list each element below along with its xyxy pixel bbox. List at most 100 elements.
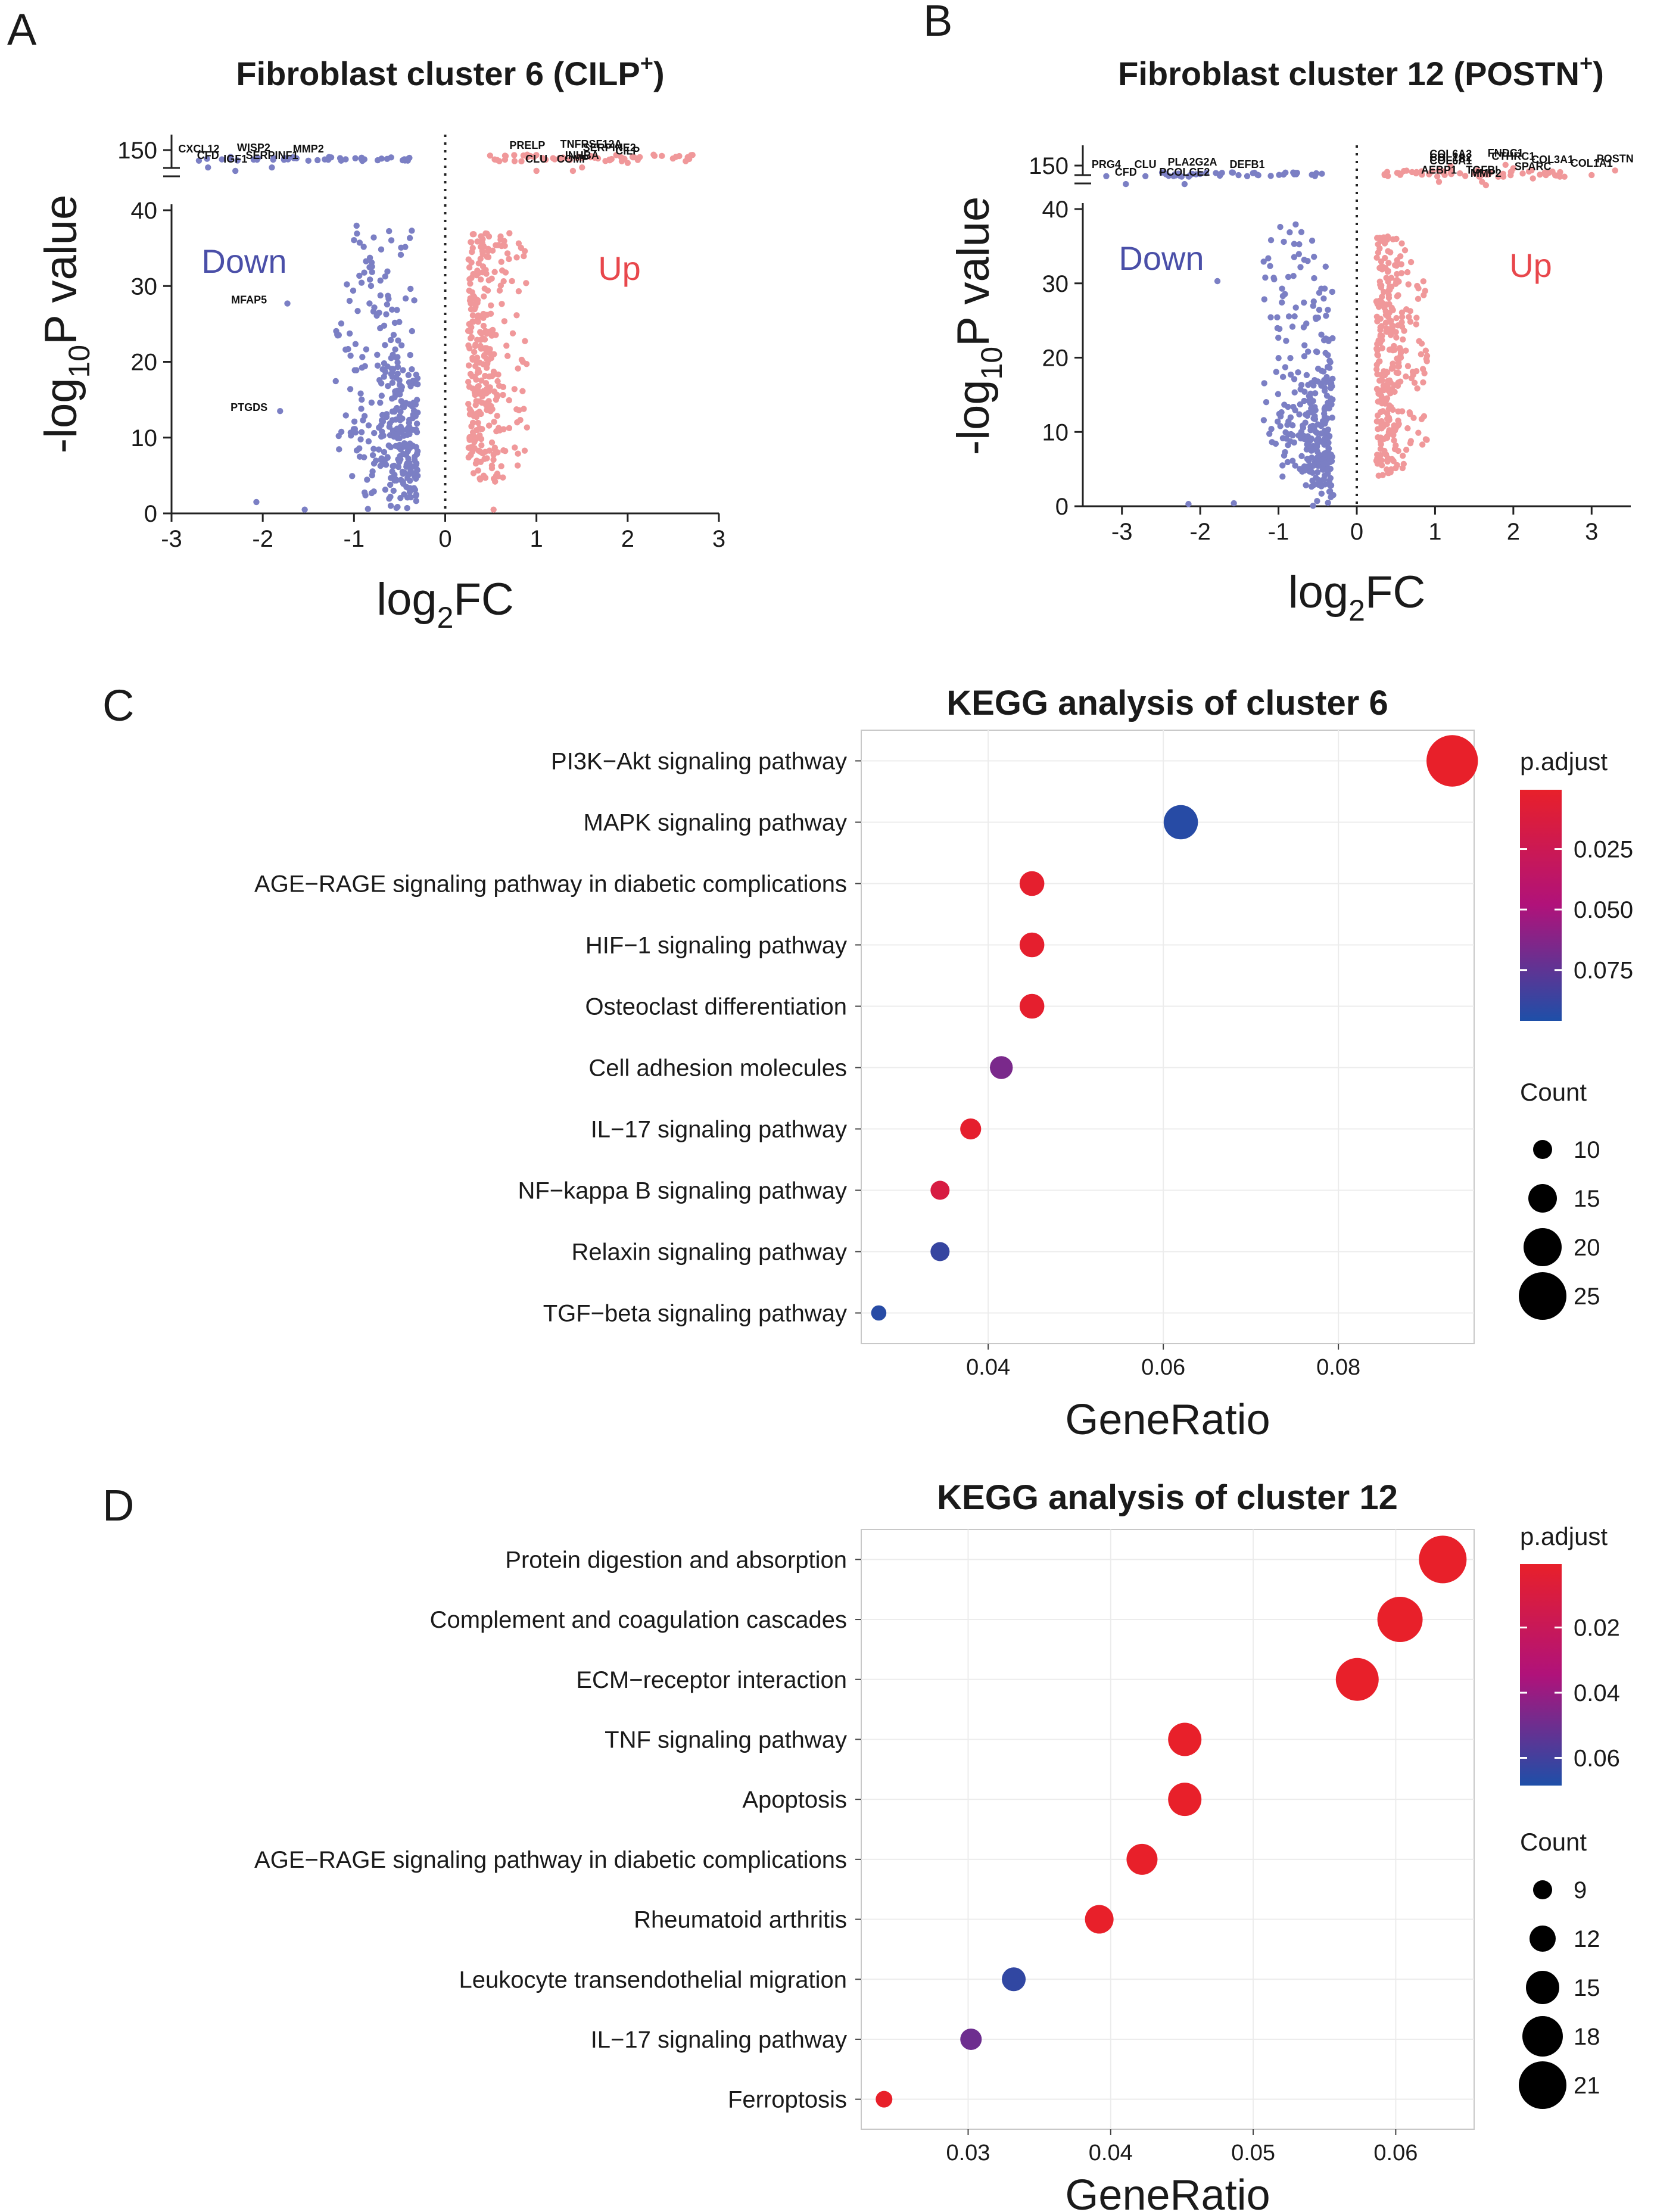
category-label: AGE−RAGE signaling pathway in diabetic c… (254, 871, 847, 898)
data-point (465, 400, 472, 407)
data-point (413, 397, 420, 403)
data-point (482, 475, 489, 481)
data-point (391, 319, 398, 326)
data-point (871, 1305, 887, 1321)
data-point (374, 362, 381, 369)
data-point (484, 287, 491, 294)
data-point (1414, 385, 1421, 392)
data-point (500, 474, 506, 481)
gene-label: MMP2 (1471, 167, 1502, 179)
data-point (386, 228, 393, 235)
data-point (478, 330, 485, 337)
data-point (1297, 401, 1304, 408)
data-point (1288, 371, 1294, 378)
y-tick-label: 40 (131, 198, 158, 224)
size-legend-label: 12 (1574, 1926, 1600, 1952)
data-point (1310, 502, 1316, 509)
category-label: Leukocyte transendothelial migration (459, 1967, 847, 1993)
data-point (1537, 171, 1543, 178)
data-point (204, 155, 210, 162)
data-point (1395, 292, 1401, 298)
category-label: AGE−RAGE signaling pathway in diabetic c… (254, 1847, 847, 1873)
data-point (379, 366, 386, 373)
data-point (514, 419, 521, 426)
data-point (365, 422, 372, 429)
gene-label: PTGDS (230, 401, 267, 413)
data-point (521, 406, 527, 412)
data-point (1316, 451, 1322, 459)
data-point (365, 506, 371, 512)
data-point (396, 413, 403, 420)
data-point (1395, 363, 1402, 370)
data-point (413, 371, 420, 378)
x-axis-label: GeneRatio (1065, 1396, 1270, 1444)
chart-title: KEGG analysis of cluster 12 (937, 1478, 1398, 1517)
data-point (1374, 347, 1381, 354)
data-point (195, 157, 203, 164)
data-point (550, 155, 556, 161)
data-point (1266, 431, 1273, 437)
x-tick-label: -1 (344, 526, 365, 552)
data-point (1289, 422, 1296, 429)
size-legend-dot (1522, 2016, 1563, 2057)
data-point (472, 342, 479, 350)
data-point (390, 463, 396, 469)
data-point (1306, 457, 1312, 464)
data-point (1126, 1843, 1158, 1875)
size-legend-label: 18 (1574, 2024, 1600, 2050)
data-point (402, 295, 409, 302)
data-point (485, 233, 493, 240)
data-point (1398, 309, 1406, 316)
data-point (1420, 379, 1426, 386)
data-point (1383, 275, 1390, 281)
data-point (386, 423, 393, 430)
data-point (407, 285, 414, 292)
data-point (1390, 406, 1396, 413)
data-point (1398, 319, 1405, 326)
data-point (470, 470, 477, 476)
data-point (1296, 241, 1303, 248)
data-point (1289, 323, 1296, 330)
data-point (1373, 254, 1380, 261)
data-point (1406, 313, 1412, 320)
data-point (1297, 264, 1304, 270)
data-point (284, 300, 291, 307)
data-point (1019, 993, 1045, 1019)
data-point (1457, 170, 1463, 177)
data-point (476, 425, 483, 432)
data-point (1103, 173, 1110, 179)
data-point (382, 487, 389, 493)
data-point (250, 156, 257, 163)
data-point (509, 330, 516, 337)
data-point (371, 304, 378, 311)
data-point (482, 400, 488, 407)
data-point (1502, 161, 1509, 168)
data-point (1419, 441, 1426, 448)
category-label: HIF−1 signaling pathway (585, 933, 847, 959)
data-point (469, 289, 475, 295)
data-point (1385, 469, 1391, 476)
data-point (1500, 170, 1506, 177)
data-point (1291, 439, 1297, 446)
y-tick-label: 150 (117, 138, 157, 164)
data-point (1395, 379, 1401, 386)
data-point (358, 406, 365, 412)
data-point (1168, 1722, 1202, 1756)
data-point (1325, 351, 1331, 359)
data-point (472, 363, 479, 370)
size-legend-label: 21 (1574, 2073, 1600, 2099)
data-point (1320, 295, 1327, 302)
data-point (382, 273, 388, 280)
data-point (219, 156, 225, 163)
data-point (381, 360, 388, 367)
data-point (1378, 301, 1385, 308)
data-point (1321, 406, 1328, 412)
data-point (1328, 401, 1335, 408)
data-point (1406, 409, 1413, 416)
data-point (1203, 170, 1210, 176)
data-point (1301, 397, 1307, 404)
size-legend-label: 10 (1574, 1137, 1600, 1163)
data-point (465, 362, 472, 369)
data-point (1309, 422, 1316, 429)
data-point (400, 367, 406, 373)
